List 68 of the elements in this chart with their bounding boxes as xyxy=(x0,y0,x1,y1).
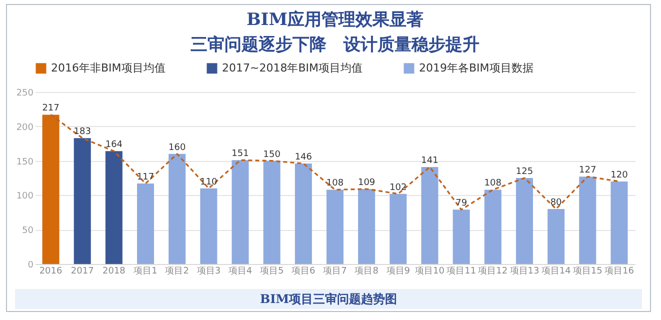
data-label: 120 xyxy=(610,170,628,180)
x-tick-label: 项目11 xyxy=(446,266,476,276)
x-tick-label: 项目8 xyxy=(354,266,379,276)
bar xyxy=(516,178,533,264)
data-label: 151 xyxy=(232,149,249,160)
data-label: 108 xyxy=(484,178,502,189)
data-label: 164 xyxy=(105,140,123,150)
y-tick-label: 50 xyxy=(22,226,34,236)
bar xyxy=(390,194,407,264)
x-tick-label: 2016 xyxy=(39,266,63,276)
data-label: 110 xyxy=(200,177,218,188)
data-label: 109 xyxy=(358,178,376,188)
chart-title: BIM应用管理效果显著 xyxy=(246,10,424,30)
legend-label: 2016年非BIM项目均值 xyxy=(51,61,166,74)
x-tick-label: 项目3 xyxy=(196,266,221,276)
y-tick-label: 150 xyxy=(16,157,34,168)
data-label: 127 xyxy=(579,166,596,176)
bar xyxy=(294,164,312,264)
x-tick-label: 项目9 xyxy=(386,266,410,276)
data-label: 217 xyxy=(42,104,60,114)
bar xyxy=(452,210,470,264)
x-tick-label: 项目16 xyxy=(604,266,634,276)
bar xyxy=(200,188,218,264)
y-tick-label: 200 xyxy=(16,122,34,133)
y-tick-label: 250 xyxy=(16,88,34,98)
bar xyxy=(610,181,628,264)
bar xyxy=(74,138,91,264)
x-tick-label: 项目15 xyxy=(572,266,602,276)
bar xyxy=(484,190,502,264)
data-label: 79 xyxy=(456,198,468,209)
x-tick-label: 项目12 xyxy=(478,266,508,276)
data-label: 141 xyxy=(421,156,438,166)
bar xyxy=(42,114,60,264)
x-tick-label: 项目10 xyxy=(415,266,445,276)
y-tick-label: 0 xyxy=(28,260,34,270)
bar xyxy=(105,151,122,264)
bar xyxy=(263,160,280,264)
data-label: 183 xyxy=(74,127,91,138)
x-tick-label: 项目1 xyxy=(134,266,158,276)
x-tick-label: 项目13 xyxy=(510,266,540,276)
legend-label: 2019年各BIM项目数据 xyxy=(419,61,534,74)
data-label: 108 xyxy=(326,178,344,189)
bar xyxy=(232,160,249,264)
text: BIM项目三审问题趋势图 xyxy=(15,289,642,309)
bar xyxy=(579,176,596,264)
chart-subtitle: 三审问题逐步下降 设计质量稳步提升 xyxy=(190,35,480,55)
x-tick-label: 项目14 xyxy=(541,266,572,276)
data-label: 80 xyxy=(550,198,562,208)
data-label: 150 xyxy=(263,150,281,160)
x-tick-label: 2018 xyxy=(102,266,126,276)
bar xyxy=(358,189,376,264)
data-label: 160 xyxy=(168,142,186,153)
x-tick-label: 2017 xyxy=(70,266,94,276)
x-tick-label: 项目4 xyxy=(228,266,252,276)
legend-label: 2017~2018年BIM项目均值 xyxy=(222,61,362,74)
bar xyxy=(421,166,438,264)
x-tick-label: 项目6 xyxy=(292,266,316,276)
y-tick-label: 100 xyxy=(16,192,34,202)
bar xyxy=(548,208,565,264)
bar xyxy=(168,154,186,264)
bar xyxy=(137,184,154,264)
data-label: 125 xyxy=(516,167,534,177)
x-tick-label: 项目2 xyxy=(165,266,189,276)
data-label: 102 xyxy=(390,182,407,193)
bar xyxy=(326,190,344,264)
x-tick-label: 项目5 xyxy=(260,266,284,276)
x-tick-label: 项目7 xyxy=(323,266,347,276)
data-label: 146 xyxy=(294,152,312,163)
